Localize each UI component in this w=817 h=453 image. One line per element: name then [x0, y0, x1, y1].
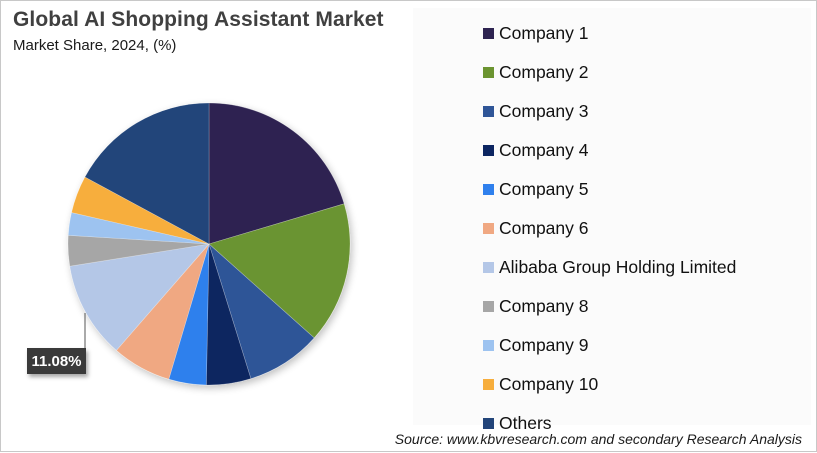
legend-label: Company 4 — [499, 140, 589, 160]
legend-item[interactable]: Company 8 — [483, 287, 736, 326]
legend-item[interactable]: Company 2 — [483, 53, 736, 92]
legend-label: Company 8 — [499, 296, 589, 316]
legend-swatch-icon — [483, 340, 494, 351]
pie-slices — [67, 102, 351, 386]
legend-swatch-icon — [483, 418, 494, 429]
legend-swatch-icon — [483, 106, 494, 117]
source-note: Source: www.kbvresearch.com and secondar… — [394, 431, 802, 447]
legend-item[interactable]: Alibaba Group Holding Limited — [483, 248, 736, 287]
legend-item[interactable]: Company 6 — [483, 209, 736, 248]
legend-item[interactable]: Company 10 — [483, 365, 736, 404]
legend-label: Company 3 — [499, 101, 589, 121]
legend-item[interactable]: Company 3 — [483, 92, 736, 131]
chart-subtitle: Market Share, 2024, (%) — [13, 37, 177, 54]
legend-swatch-icon — [483, 262, 494, 273]
legend-swatch-icon — [483, 28, 494, 39]
data-label-alibaba: 11.08% — [27, 348, 86, 374]
legend-label: Others — [499, 413, 552, 433]
legend-swatch-icon — [483, 67, 494, 78]
legend-label: Company 2 — [499, 62, 589, 82]
legend-label: Alibaba Group Holding Limited — [499, 257, 737, 277]
legend-swatch-icon — [483, 301, 494, 312]
legend-swatch-icon — [483, 145, 494, 156]
legend-panel — [413, 8, 811, 425]
legend-label: Company 1 — [499, 23, 589, 43]
chart-legend: Company 1 Company 2 Company 3 Company 4 … — [483, 14, 736, 443]
legend-label: Company 10 — [499, 374, 599, 394]
legend-item[interactable]: Company 1 — [483, 14, 736, 53]
legend-swatch-icon — [483, 184, 494, 195]
legend-label: Company 5 — [499, 179, 589, 199]
legend-label: Company 9 — [499, 335, 589, 355]
legend-item[interactable]: Others — [483, 404, 736, 443]
pie-slice-company-2[interactable] — [208, 203, 351, 339]
legend-item[interactable]: Company 9 — [483, 326, 736, 365]
chart-title: Global AI Shopping Assistant Market — [13, 8, 384, 31]
legend-swatch-icon — [483, 379, 494, 390]
legend-swatch-icon — [483, 223, 494, 234]
pie-slice-others[interactable] — [84, 102, 210, 245]
legend-item[interactable]: Company 4 — [483, 131, 736, 170]
legend-label: Company 6 — [499, 218, 589, 238]
pie-slice-alibaba-group-holding-limited[interactable] — [69, 243, 210, 351]
pie-slice-company-1[interactable] — [208, 102, 345, 245]
legend-item[interactable]: Company 5 — [483, 170, 736, 209]
